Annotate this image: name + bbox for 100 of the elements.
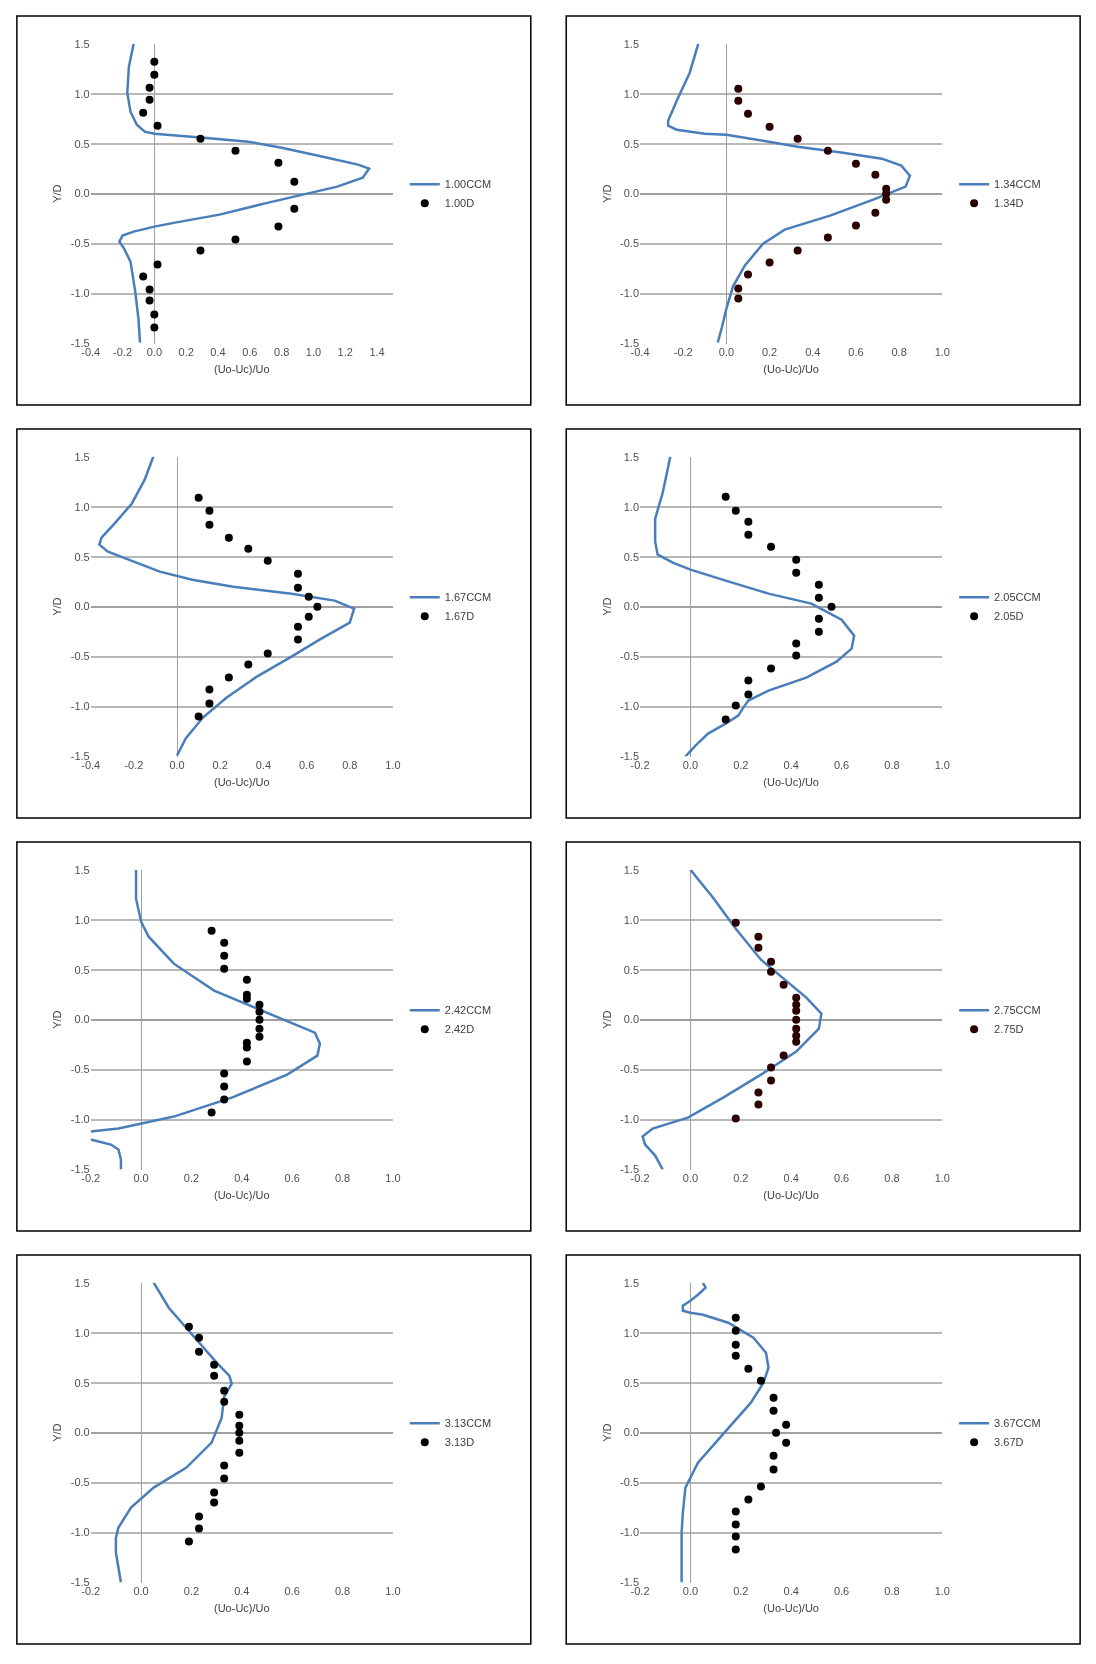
x-tick-label: 0.6: [833, 1171, 850, 1184]
legend-label: 1.00CCM: [444, 178, 492, 191]
point: [139, 272, 148, 281]
y-tick-label: 0.0: [74, 1426, 90, 1439]
y-tick-label: 1.5: [623, 37, 640, 50]
y-tick-label: -0.5: [70, 1063, 90, 1076]
x-tick-label: 0.4: [234, 1584, 250, 1597]
point: [224, 673, 233, 682]
y-tick-label: 1.0: [74, 913, 90, 926]
y-tick-label: 1.0: [74, 500, 90, 513]
point: [244, 544, 253, 553]
line-series: [118, 43, 371, 344]
y-tick-label: 0.0: [74, 187, 90, 200]
point: [754, 943, 763, 952]
x-tick-label: 0.2: [178, 345, 194, 358]
point: [235, 1436, 244, 1445]
point: [210, 1488, 219, 1497]
point: [767, 957, 776, 966]
x-tick-label: 0.4: [805, 345, 821, 358]
point: [769, 1393, 778, 1402]
point: [871, 208, 880, 217]
point: [290, 177, 299, 186]
point: [207, 1108, 216, 1117]
point: [184, 1537, 193, 1546]
x-tick-label: 0.0: [682, 1584, 699, 1597]
y-tick-label: 0.0: [623, 600, 640, 613]
x-tick-label: 1.0: [385, 1584, 401, 1597]
y-tick-label: 0.5: [623, 1376, 640, 1389]
y-axis-title: Y/D: [51, 184, 64, 203]
point: [220, 964, 229, 973]
point: [792, 639, 801, 648]
x-tick-label: 0.2: [761, 345, 778, 358]
legend-label: 1.00D: [444, 197, 475, 210]
x-axis-title: (Uo-Uc)/Uo: [763, 775, 819, 788]
point: [224, 533, 233, 542]
point: [814, 593, 823, 602]
point: [150, 310, 159, 319]
y-tick-label: -1.0: [70, 700, 90, 713]
point: [150, 323, 159, 332]
point: [205, 699, 214, 708]
point: [744, 676, 753, 685]
line-series: [653, 456, 856, 757]
point: [814, 614, 823, 623]
point: [744, 530, 753, 539]
point: [220, 1082, 229, 1091]
y-tick-label: -0.5: [70, 650, 90, 663]
point: [731, 1532, 740, 1541]
point: [882, 195, 891, 204]
y-tick-label: -1.0: [70, 287, 90, 300]
x-tick-label: 0.8: [884, 758, 900, 771]
point: [274, 222, 283, 231]
legend-label: 3.13CCM: [444, 1417, 492, 1430]
line-series: [114, 1282, 233, 1583]
point: [769, 1406, 778, 1415]
legend-label: 1.34D: [994, 197, 1024, 210]
point: [220, 951, 229, 960]
y-tick-label: -0.5: [70, 1476, 90, 1489]
point: [235, 1428, 244, 1437]
y-tick-label: 0.5: [623, 137, 640, 150]
point: [205, 685, 214, 694]
point: [731, 701, 740, 710]
point: [721, 492, 730, 501]
point: [263, 556, 272, 565]
point: [814, 580, 823, 589]
y-tick-label: -1.0: [620, 287, 640, 300]
x-tick-label: 0.4: [783, 1584, 799, 1597]
point: [792, 1015, 801, 1024]
y-axis-title: Y/D: [600, 184, 613, 203]
point: [744, 517, 753, 526]
line-series: [641, 869, 823, 1170]
point: [244, 660, 253, 669]
point: [195, 1524, 204, 1533]
x-tick-label: 0.6: [242, 345, 258, 358]
y-axis-title: Y/D: [51, 1423, 64, 1442]
point: [290, 204, 299, 213]
point: [210, 1498, 219, 1507]
point: [195, 1333, 204, 1342]
legend-label: 1.34CCM: [994, 178, 1041, 191]
x-tick-label: 0.4: [255, 758, 272, 771]
point: [145, 285, 154, 294]
y-tick-label: 1.5: [74, 37, 90, 50]
y-tick-label: 1.5: [623, 1276, 640, 1289]
y-tick-label: -1.0: [620, 1526, 640, 1539]
point: [765, 122, 774, 131]
point: [194, 493, 203, 502]
point: [767, 1076, 776, 1085]
y-tick-label: -0.5: [620, 1476, 640, 1489]
point: [792, 555, 801, 564]
x-axis-title: (Uo-Uc)/Uo: [214, 1601, 270, 1614]
point: [235, 1410, 244, 1419]
x-axis-title: (Uo-Uc)/Uo: [763, 1601, 819, 1614]
point: [731, 506, 740, 515]
y-tick-label: -1.0: [620, 700, 640, 713]
point: [220, 1474, 229, 1483]
point: [220, 1095, 229, 1104]
point: [721, 715, 730, 724]
y-tick-label: 0.5: [74, 550, 90, 563]
x-tick-label: 0.6: [848, 345, 864, 358]
point: [255, 1007, 264, 1016]
y-tick-label: 0.0: [623, 1426, 640, 1439]
